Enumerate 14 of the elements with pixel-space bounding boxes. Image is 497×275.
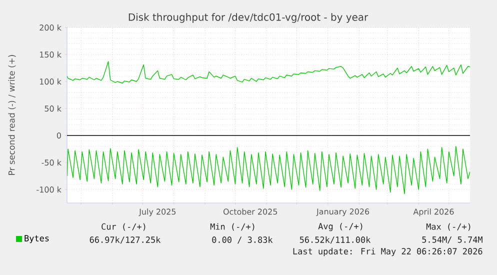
y-axis-title: Pr second read (-) / write (+) <box>8 55 16 175</box>
text: Cur (-/+) <box>102 223 146 231</box>
text: Min (-/+) <box>210 223 254 231</box>
chart-title: Disk throughput for /dev/tdc01-vg/root - by year <box>128 13 368 23</box>
text: 5.54M/ 5.74M <box>422 236 482 244</box>
legend-label: Bytes <box>24 235 49 244</box>
line-series <box>67 146 470 194</box>
text: 56.52k/111.00k <box>300 236 371 244</box>
text: 0.00 / 3.83k <box>212 236 273 244</box>
text: Avg (-/+) <box>318 222 362 232</box>
text: Last update: Fri May 22 06:26:07 2026 <box>293 248 482 256</box>
line-series <box>67 61 470 84</box>
text: 66.97k/127.25k <box>90 236 161 244</box>
text: Max (-/+) <box>426 223 470 231</box>
